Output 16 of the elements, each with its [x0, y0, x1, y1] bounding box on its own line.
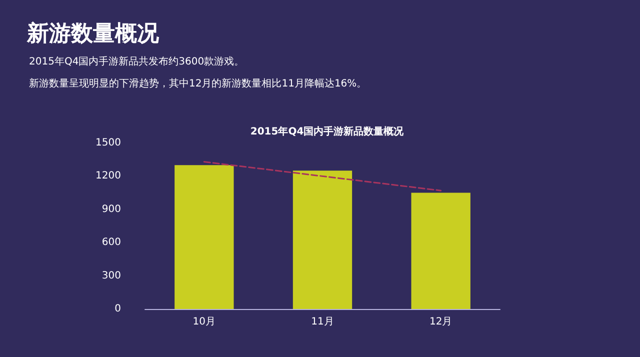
chart-title: 新游数量概况 — [26, 20, 160, 46]
chart-subtitle: 2015年Q4国内手游新品共发布约3600款游戏。 — [29, 56, 244, 68]
y-tick-label: 600 — [102, 237, 121, 248]
x-tick-label: 10月 — [192, 316, 216, 328]
y-tick-label: 1200 — [96, 170, 121, 182]
x-tick-label: 11月 — [311, 316, 334, 328]
y-tick-label: 900 — [102, 204, 121, 215]
text: 新游数量呈现明显的下滑趋势，其中12月的新游数量相比11月降幅达16%。 — [29, 78, 367, 90]
y-tick-label: 300 — [102, 270, 121, 282]
y-tick-label: 0 — [114, 304, 121, 314]
x-tick-label: 12月 — [429, 316, 452, 328]
text: 2015年Q4国内手游新品数量概况 — [250, 126, 405, 138]
bar — [174, 165, 234, 309]
bar — [292, 170, 352, 309]
y-tick-label: 1500 — [96, 138, 121, 148]
bar — [411, 192, 470, 309]
